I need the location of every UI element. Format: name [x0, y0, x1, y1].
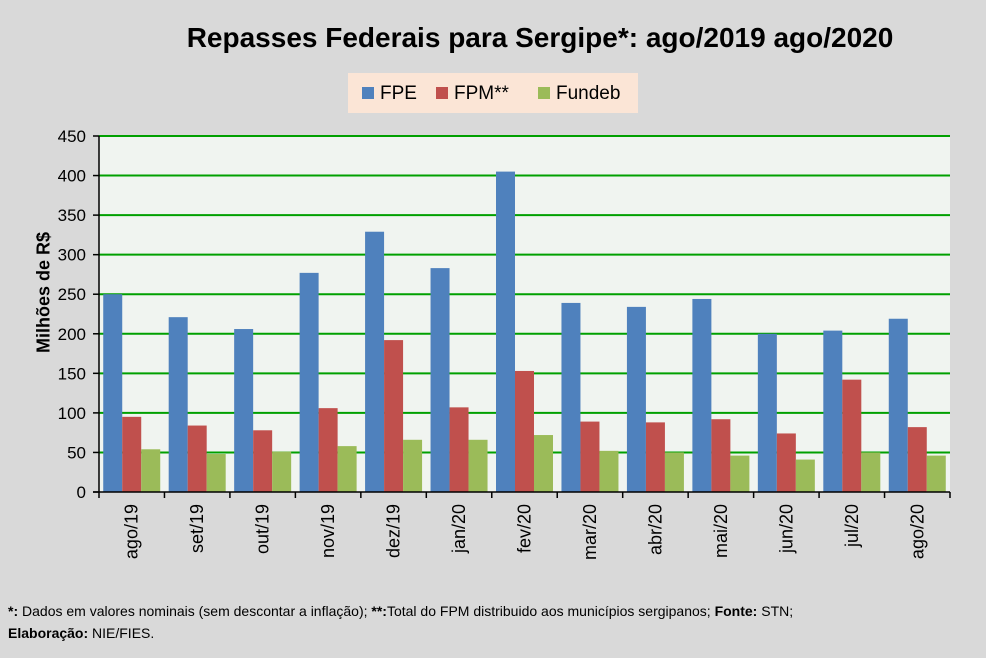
y-tick-label: 100	[58, 404, 86, 423]
bar-fpm	[253, 430, 273, 492]
bar-fundeb	[141, 449, 161, 492]
y-tick-label: 400	[58, 167, 86, 186]
legend: FPE FPM** Fundeb	[348, 73, 638, 113]
x-tick-label: jun/20	[776, 504, 796, 554]
legend-label-fpe: FPE	[380, 83, 417, 104]
x-tick-label: jan/20	[449, 504, 469, 554]
footnote-mark-2: **:	[371, 603, 387, 619]
bar-fundeb	[337, 446, 357, 492]
bar-fundeb	[926, 455, 946, 492]
footnote-source-label: Fonte:	[714, 603, 758, 619]
chart-title: Repasses Federais para Sergipe*: ago/201…	[186, 22, 894, 53]
bar-fpm	[580, 421, 600, 492]
x-tick-label: abr/20	[645, 504, 665, 555]
y-tick-label: 50	[67, 443, 86, 462]
bar-fundeb	[272, 451, 292, 492]
x-tick-label: fev/20	[515, 504, 535, 553]
footnote: *: Dados em valores nominais (sem descon…	[8, 600, 978, 644]
bar-fpe	[365, 231, 385, 493]
footnote-mark-1: *:	[8, 603, 19, 619]
y-tick-label: 450	[58, 127, 86, 146]
bar-fpe	[299, 272, 319, 492]
bar-fpe	[496, 171, 515, 492]
legend-label-fundeb: Fundeb	[556, 83, 621, 104]
x-tick-label: mar/20	[580, 504, 600, 560]
y-tick-label: 150	[58, 364, 86, 383]
legend-item-fundeb: Fundeb	[538, 83, 621, 104]
legend-label-fpm: FPM**	[454, 83, 509, 104]
bar-fpm	[187, 425, 207, 492]
bar-fpm	[122, 416, 142, 492]
bar-fpm	[711, 419, 731, 492]
x-tick-label: dez/19	[384, 504, 404, 558]
bar-fpm	[515, 370, 534, 492]
legend-swatch-fpe	[362, 87, 374, 99]
x-tick-label: ago/19	[122, 504, 142, 559]
bar-fpe	[692, 298, 712, 492]
x-tick-label: mai/20	[711, 504, 731, 558]
x-tick-label: out/19	[253, 504, 273, 554]
bar-fpe	[430, 268, 450, 492]
bar-fpm	[384, 340, 404, 492]
bar-fpe	[823, 330, 843, 492]
x-tick-label: jul/20	[842, 504, 862, 548]
y-tick-label: 350	[58, 206, 86, 225]
y-tick-label: 250	[58, 285, 86, 304]
bar-fpe	[234, 329, 254, 492]
y-tick-label: 200	[58, 325, 86, 344]
x-tick-label: ago/20	[907, 504, 927, 559]
footnote-text-2: Total do FPM distribuido aos municípios …	[386, 603, 715, 619]
footnote-elaboracao-label: Elaboração:	[8, 625, 89, 641]
bar-fundeb	[206, 454, 226, 492]
bar-fpe	[626, 306, 646, 492]
bar-fundeb	[468, 439, 488, 492]
bar-fpe	[103, 294, 123, 492]
x-tick-label: set/19	[187, 504, 207, 553]
bar-fpm	[318, 408, 338, 492]
bar-fundeb	[664, 452, 684, 492]
bar-chart-plot: 0 50 100 150 200 250 300 350 400 450 ago/19 set/19 o…	[58, 127, 951, 560]
legend-item-fpe: FPE	[362, 83, 417, 104]
bar-fundeb	[730, 455, 750, 492]
bar-fpm	[645, 422, 665, 492]
bar-fpm	[842, 379, 862, 492]
bar-fundeb	[599, 450, 619, 492]
x-tick-label: nov/19	[318, 504, 338, 558]
bar-fundeb	[534, 435, 553, 492]
footnote-elaboracao-text: NIE/FIES.	[88, 625, 155, 641]
footnote-source-text: STN;	[757, 603, 794, 619]
bar-fpe	[888, 318, 908, 492]
bar-fundeb	[861, 452, 881, 492]
footnote-line-1: *: Dados em valores nominais (sem descon…	[8, 600, 978, 622]
footnote-line-2: Elaboração: NIE/FIES.	[8, 622, 978, 644]
bar-fpe	[168, 317, 188, 492]
legend-swatch-fundeb	[538, 87, 550, 99]
bar-fpm	[449, 407, 469, 492]
bar-fpe	[757, 333, 777, 492]
bar-fundeb	[403, 439, 423, 492]
y-tick-label: 300	[58, 246, 86, 265]
bar-fpm	[907, 427, 927, 492]
bar-fpm	[776, 433, 796, 492]
legend-swatch-fpm	[436, 87, 448, 99]
footnote-text-1: Dados em valores nominais (sem descontar…	[18, 603, 372, 619]
legend-item-fpm: FPM**	[436, 83, 509, 104]
y-tick-label: 0	[77, 483, 86, 502]
bar-fundeb	[795, 459, 815, 492]
bar-fpe	[561, 302, 581, 492]
